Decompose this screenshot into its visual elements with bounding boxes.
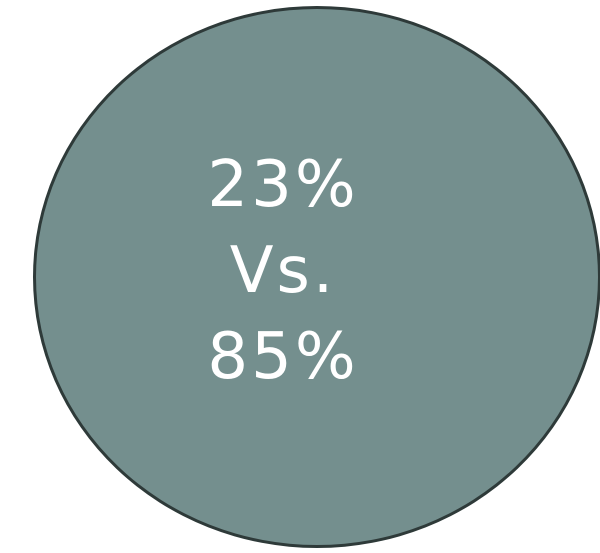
comparison-text: 23% Vs. 85% [0, 142, 600, 400]
second-value: 85% [207, 320, 359, 394]
comparison-circle [33, 6, 600, 548]
first-value: 23% [207, 148, 359, 222]
versus-label: Vs. [229, 234, 337, 308]
